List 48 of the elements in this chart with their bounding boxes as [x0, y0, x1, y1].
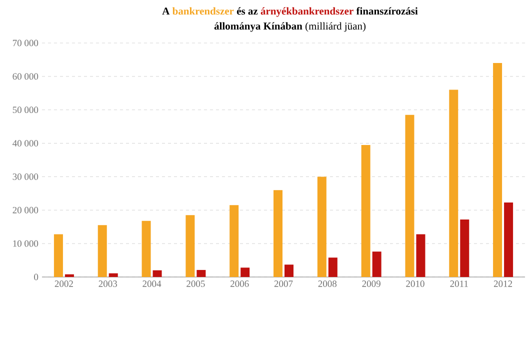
bar: [416, 234, 426, 277]
x-tick-label: 2008: [318, 280, 337, 287]
bar: [196, 270, 206, 277]
y-tick-label: 30 000: [12, 174, 38, 180]
bar: [274, 190, 282, 277]
chart-subtitle: (milliárd jüan): [305, 22, 366, 32]
bar: [142, 220, 151, 277]
bar: [98, 225, 107, 277]
text: és az: [236, 7, 258, 15]
bar: [284, 264, 294, 277]
bar: [372, 252, 382, 277]
y-tick-label: 50 000: [12, 106, 38, 114]
bar: [405, 114, 414, 277]
bar: [240, 268, 250, 277]
x-tick-label: 2002: [54, 280, 73, 287]
text: bankrendszer: [172, 7, 234, 15]
text: állománya Kínában: [214, 22, 302, 32]
bar: [54, 234, 63, 277]
chart-title: A: [162, 8, 170, 15]
y-tick-label: 70 000: [12, 40, 38, 46]
x-tick-label: 2004: [142, 280, 162, 287]
bar: [361, 144, 370, 277]
x-tick-label: 2006: [230, 280, 249, 287]
x-tick-label: 2010: [406, 280, 424, 287]
x-tick-label: 2007: [274, 280, 293, 287]
bar: [328, 258, 338, 277]
text: árnyékbankrendszer: [260, 7, 354, 17]
bar: [493, 63, 502, 277]
bar: [504, 202, 514, 277]
y-tick-label: 40 000: [12, 140, 38, 146]
bar: [64, 274, 74, 277]
text: finanszírozási: [356, 7, 418, 15]
y-tick-label: 60 000: [12, 73, 38, 80]
bar: [108, 273, 118, 277]
y-tick-label: 10 000: [13, 240, 38, 247]
bar: [460, 219, 470, 277]
x-tick-label: 2009: [362, 280, 380, 287]
x-tick-label: 2012: [494, 280, 512, 287]
x-tick-label: 2005: [186, 280, 205, 287]
bar: [186, 215, 195, 277]
x-tick-label: 2003: [98, 280, 117, 287]
bar: [317, 176, 326, 277]
bar: [449, 90, 458, 277]
y-tick-label: 20 000: [12, 206, 38, 214]
bar: [152, 270, 162, 277]
bar: [230, 205, 239, 277]
x-tick-label: 2011: [450, 280, 468, 287]
y-tick-label: 0: [34, 274, 38, 280]
